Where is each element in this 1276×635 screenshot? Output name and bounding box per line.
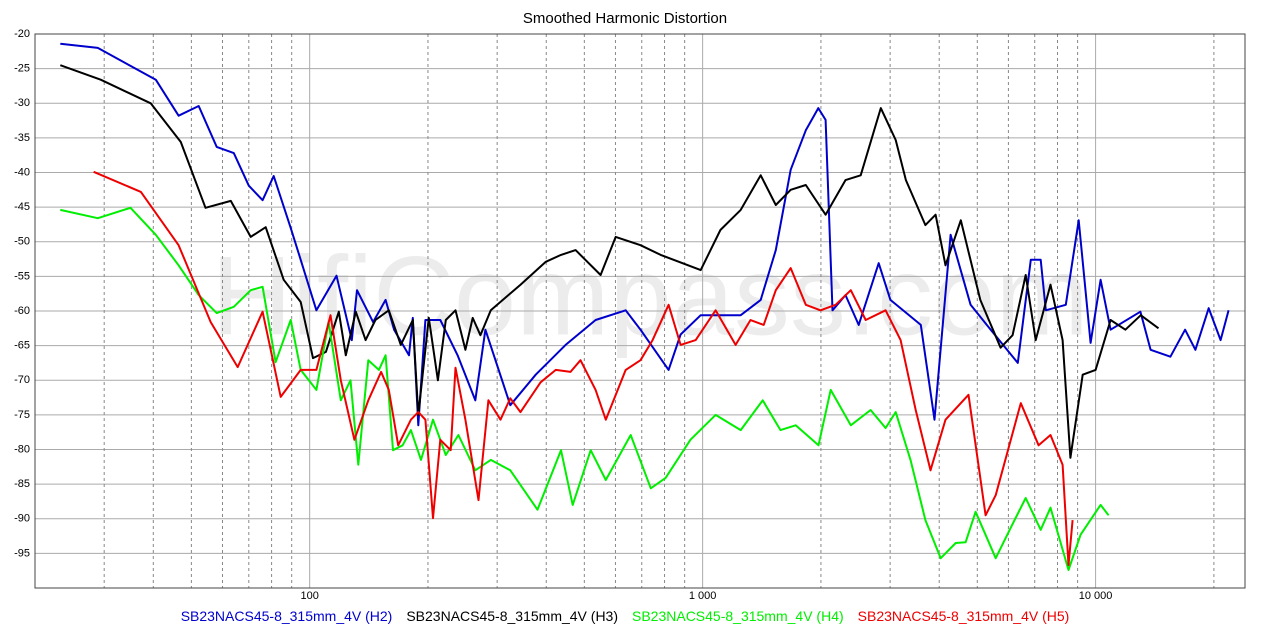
chart-title: Smoothed Harmonic Distortion <box>523 10 727 27</box>
y-tick-label: -95 <box>14 547 30 559</box>
labels: -20 -25 -30 -35 -40 -45 -50 -55 -60 -65 -70 -75 -80 -… <box>14 28 1112 624</box>
y-tick-label: -80 <box>14 443 30 455</box>
y-tick-label: -65 <box>14 340 30 352</box>
y-tick-label: -40 <box>14 166 30 178</box>
legend: SB23NACS45-8_315mm_4V (H2) SB23NACS45-8_3… <box>181 608 1070 624</box>
legend-entry: SB23NACS45-8_315mm_4V (H4) <box>632 608 844 624</box>
y-tick-label: -90 <box>14 513 30 525</box>
y-tick-label: -35 <box>14 132 30 144</box>
y-tick-label: -20 <box>14 28 30 40</box>
y-tick-label: -30 <box>14 97 30 109</box>
y-tick-label: -55 <box>14 270 30 282</box>
x-tick-label: 100 <box>300 590 318 602</box>
lines <box>59 42 1230 571</box>
series-line <box>93 170 1074 567</box>
y-tick-label: -60 <box>14 305 30 317</box>
plot-frame <box>34 33 1246 589</box>
y-tick-label: -45 <box>14 201 30 213</box>
series-line <box>60 206 1110 571</box>
x-tick-label: 10 000 <box>1079 590 1113 602</box>
x-tick-label: 1 000 <box>689 590 717 602</box>
y-tick-label: -50 <box>14 236 30 248</box>
y-tick-label: -25 <box>14 63 30 75</box>
series-line <box>60 42 1230 427</box>
y-tick-label: -70 <box>14 374 30 386</box>
y-tick-label: -75 <box>14 409 30 421</box>
legend-entry: SB23NACS45-8_315mm_4V (H3) <box>406 608 618 624</box>
legend-entry: SB23NACS45-8_315mm_4V (H5) <box>858 608 1070 624</box>
series-line <box>59 64 1160 459</box>
legend-entry: SB23NACS45-8_315mm_4V (H2) <box>181 608 393 624</box>
y-tick-label: -85 <box>14 478 30 490</box>
